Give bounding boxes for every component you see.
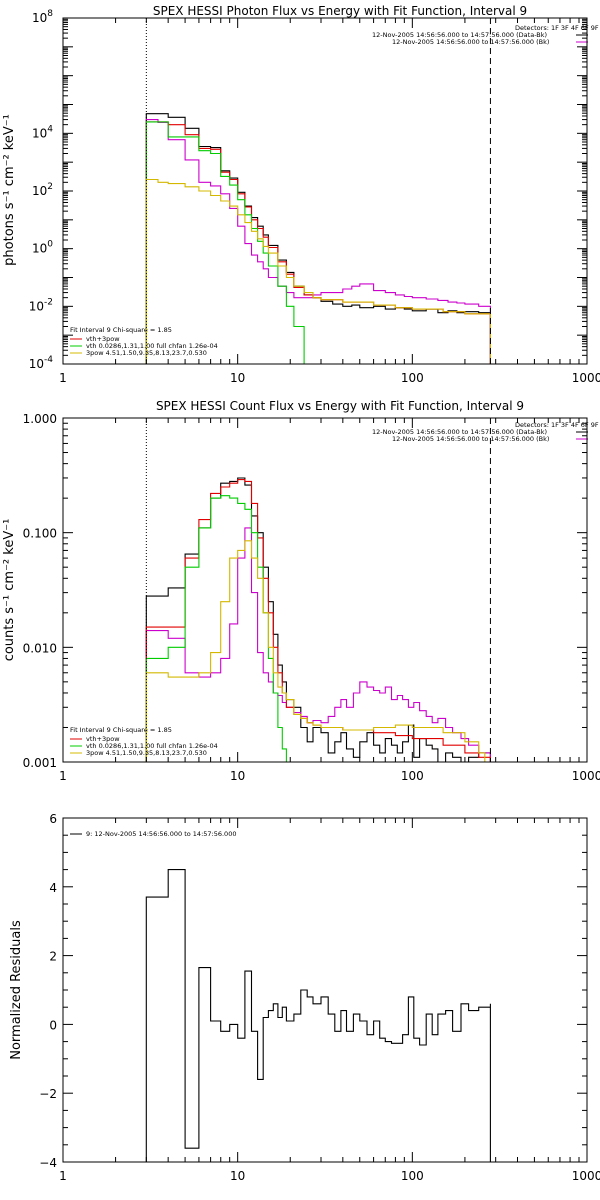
legend-left: Fit Interval 9 Chi-square = 1.85 vth+3po…	[70, 326, 218, 357]
y-tick-label: 100	[32, 240, 53, 256]
legend-data-label: 12-Nov-2005 14:56:56.000 to 14:57:56.000…	[372, 428, 547, 436]
x-tick-label: 100	[401, 769, 424, 783]
y-tick-label: 6	[49, 812, 57, 826]
y-tick-label: 10-4	[29, 355, 54, 371]
count-flux-panel: SPEX HESSI Count Flux vs Energy with Fit…	[2, 399, 600, 783]
residuals-ylabel: Normalized Residuals	[9, 920, 24, 1060]
y-tick-label: 0.001	[23, 756, 57, 770]
x-tick-label: 100	[401, 1169, 424, 1183]
y-tick-label: 0.100	[23, 527, 57, 541]
plot-frame	[62, 17, 588, 365]
series-group	[145, 113, 491, 364]
series-data-line	[145, 477, 491, 762]
legend-vth-label: vth 0.0286,1.31,1.00 full chfan 1.26e-04	[86, 342, 218, 350]
detectors-label: Detectors: 1F 3F 4F 6F 9F	[515, 24, 599, 32]
count-flux-ylabel: counts s⁻¹ cm⁻² keV⁻¹	[2, 519, 17, 662]
series-group	[145, 869, 491, 1162]
x-tick-label: 1000	[572, 1169, 600, 1183]
series-bk-line	[145, 119, 491, 364]
y-tick-label: 0.010	[23, 641, 57, 655]
series-3pow-line	[145, 540, 486, 762]
series-3pow-line	[145, 178, 491, 364]
y-tick-label: −4	[39, 1156, 57, 1170]
legend-total-label: vth+3pow	[86, 735, 120, 743]
x-tick-label: 1	[59, 1169, 67, 1183]
x-tick-label: 1000	[572, 371, 600, 385]
x-tick-label: 10	[230, 1169, 245, 1183]
fit-interval-label: Fit Interval 9 Chi-square = 1.85	[70, 726, 172, 734]
series-group	[145, 477, 491, 762]
x-tick-label: 1000	[572, 769, 600, 783]
count-flux-title: SPEX HESSI Count Flux vs Energy with Fit…	[156, 399, 524, 413]
series-residuals-line	[145, 869, 491, 1162]
series-vth+3pow-line	[145, 479, 491, 762]
legend-right: Detectors: 1F 3F 4F 6F 9F 12-Nov-2005 14…	[372, 24, 599, 46]
y-tick-label: 10-2	[29, 297, 53, 313]
y-tick-label: 108	[32, 9, 53, 25]
x-tick-label: 10	[230, 769, 245, 783]
residuals-legend-label: 9: 12-Nov-2005 14:56:56.000 to 14:57:56.…	[86, 830, 236, 838]
legend-total-label: vth+3pow	[86, 335, 120, 343]
legend-vth-label: vth 0.0286,1.31,1.00 full chfan 1.26e-04	[86, 742, 218, 750]
legend-data-label: 12-Nov-2005 14:56:56.000 to 14:57:56.000…	[372, 31, 547, 39]
series-vth+3pow-line	[145, 121, 491, 364]
x-tick-label: 10	[230, 371, 245, 385]
x-tick-label: 1	[59, 371, 67, 385]
legend-bk-label: 12-Nov-2005 14:56:56.000 to 14:57:56.000…	[392, 435, 549, 443]
y-tick-label: 0	[49, 1018, 57, 1032]
series-vth-line	[145, 495, 291, 762]
photon-flux-title: SPEX HESSI Photon Flux vs Energy with Fi…	[153, 4, 527, 18]
series-data-line	[145, 113, 491, 364]
x-tick-label: 100	[401, 371, 424, 385]
residuals-panel: Normalized Residuals 9: 12-Nov-2005 14:5…	[9, 812, 600, 1183]
plot-frame	[62, 817, 588, 1163]
y-tick-label: 102	[32, 182, 53, 198]
fit-interval-label: Fit Interval 9 Chi-square = 1.85	[70, 326, 172, 334]
y-tick-label: 4	[49, 881, 57, 895]
y-tick-label: −2	[39, 1087, 57, 1101]
photon-flux-ylabel: photons s⁻¹ cm⁻² keV⁻¹	[2, 114, 17, 266]
detectors-label: Detectors: 1F 3F 4F 6F 9F	[515, 421, 599, 429]
legend-right: Detectors: 1F 3F 4F 6F 9F 12-Nov-2005 14…	[372, 421, 599, 443]
plot-frame	[62, 417, 588, 763]
y-tick-label: 1.000	[23, 412, 57, 426]
legend-bk-label: 12-Nov-2005 14:56:56.000 to 14:57:56.000…	[392, 38, 549, 46]
y-tick-label: 104	[32, 124, 53, 140]
x-tick-label: 1	[59, 769, 67, 783]
y-tick-label: 2	[49, 950, 57, 964]
series-bk-line	[145, 527, 491, 762]
photon-flux-panel: SPEX HESSI Photon Flux vs Energy with Fi…	[2, 4, 600, 385]
legend-left: Fit Interval 9 Chi-square = 1.85 vth+3po…	[70, 726, 218, 757]
